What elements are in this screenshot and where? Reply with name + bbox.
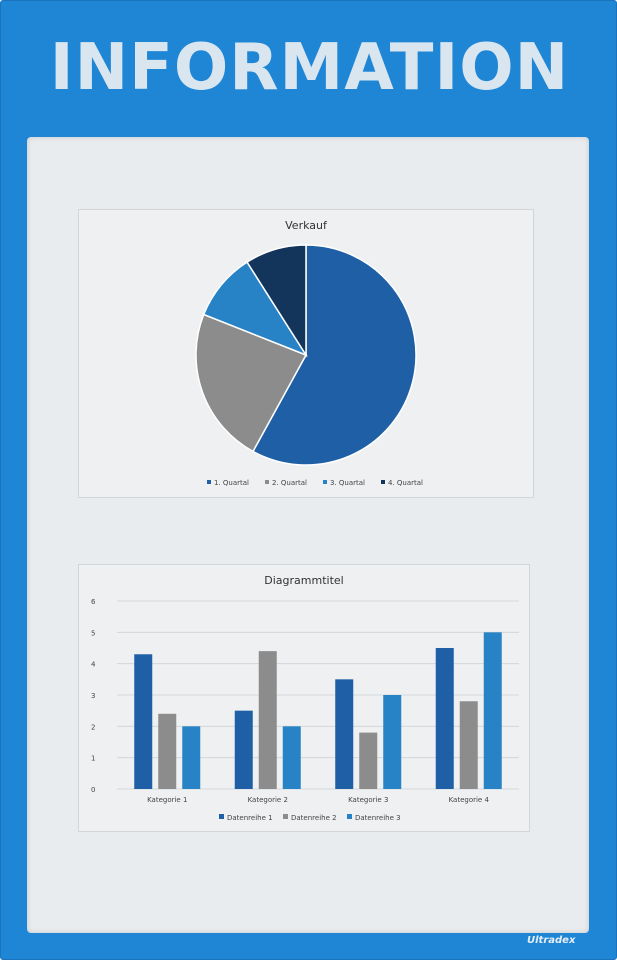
bar-4-1 [435, 648, 454, 789]
bar-ytick-label: 6 [91, 598, 96, 606]
bar-xtick-label: Kategorie 1 [147, 796, 187, 804]
pie-legend-swatch-4 [381, 480, 385, 484]
bar-legend-label-2: Datenreihe 2 [291, 814, 337, 822]
pie-slice-1 [251, 244, 417, 466]
bar-legend-label-3: Datenreihe 3 [355, 814, 401, 822]
bar-3-3 [383, 695, 402, 789]
frame-title: INFORMATION [49, 31, 570, 105]
bar-ytick-label: 3 [91, 692, 95, 700]
pie-legend-label-1: 1. Quartal [214, 479, 249, 487]
pie-slice-2 [195, 313, 308, 453]
pie-legend-swatch-2 [265, 480, 269, 484]
bar-chart-card: Diagrammtitel 0 1 2 3 4 5 6 Kategorie 1 Kategor… [78, 564, 530, 832]
bar-chart-title: Diagrammtitel [264, 574, 343, 587]
pie-slice-4 [246, 244, 307, 358]
display-panel: Verkauf 1. Quartal 2. Quartal 3. Quartal 4.… [27, 137, 589, 933]
bar-xtick-label: Kategorie 4 [449, 796, 490, 804]
bar-ytick-label: 5 [91, 629, 95, 637]
bar-ytick-label: 4 [91, 661, 96, 669]
bar-3-1 [335, 679, 354, 789]
bar-ytick-label: 0 [91, 786, 95, 794]
bar-legend-swatch-3 [347, 814, 352, 819]
pie-legend-label-3: 3. Quartal [330, 479, 365, 487]
bar-legend-label-1: Datenreihe 1 [227, 814, 273, 822]
pie-chart-title: Verkauf [285, 219, 328, 232]
brand-logo: Ultradex [527, 935, 576, 946]
bar-3-2 [359, 732, 378, 789]
bar-1-3 [182, 726, 201, 789]
bar-chart: Diagrammtitel 0 1 2 3 4 5 6 Kategorie 1 Kategor… [91, 574, 519, 822]
bar-legend-swatch-2 [283, 814, 288, 819]
pie-chart: Verkauf 1. Quartal 2. Quartal 3. Quartal 4.… [195, 219, 423, 487]
bar-4-3 [483, 632, 502, 789]
bar-4-2 [459, 701, 478, 789]
bar-ytick-label: 1 [91, 755, 95, 763]
pie-legend-swatch-3 [323, 480, 327, 484]
pie-legend-label-4: 4. Quartal [388, 479, 423, 487]
bar-xtick-label: Kategorie 3 [348, 796, 388, 804]
bar-1-1 [134, 654, 153, 789]
bar-1-2 [158, 713, 177, 789]
bar-ytick-label: 2 [91, 723, 95, 731]
bar-legend-swatch-1 [219, 814, 224, 819]
bar-xtick-label: Kategorie 2 [248, 796, 288, 804]
bar-2-3 [282, 726, 301, 789]
bar-2-1 [234, 710, 253, 789]
pie-chart-card: Verkauf 1. Quartal 2. Quartal 3. Quartal 4.… [78, 209, 534, 498]
pie-legend-label-2: 2. Quartal [272, 479, 307, 487]
pie-legend-swatch-1 [207, 480, 211, 484]
bar-2-2 [258, 651, 277, 789]
